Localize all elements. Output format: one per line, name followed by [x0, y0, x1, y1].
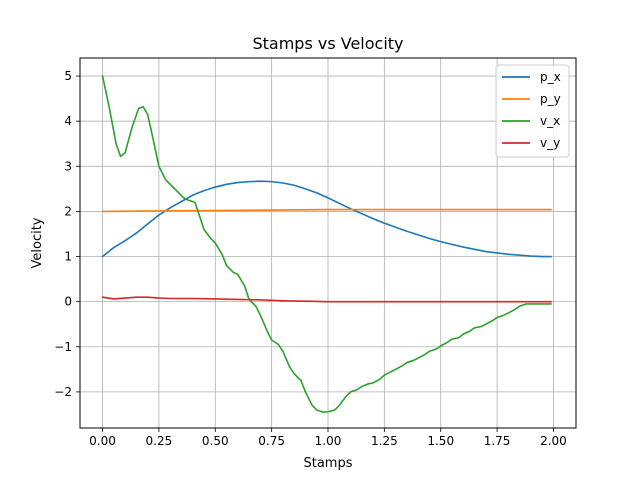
legend-label: v_y [540, 136, 560, 150]
legend: p_x p_y v_x v_y [495, 64, 570, 158]
y-tick-label: 3 [64, 159, 72, 173]
y-tick-label: 0 [64, 295, 72, 309]
series-line-v-y [101, 296, 553, 303]
y-tick-label: −2 [54, 385, 72, 399]
x-tick-label: 1.50 [427, 434, 454, 448]
plot-series [101, 75, 553, 414]
series-line-p-y [101, 208, 553, 213]
chart-title: Stamps vs Velocity [252, 34, 403, 53]
x-tick-label: 0.00 [89, 434, 116, 448]
axis-ticks: 0.00 0.25 0.50 0.75 1.00 1.25 1.50 1.75 2.00 −2 −1… [54, 69, 567, 448]
legend-label: p_x [540, 70, 561, 84]
x-tick-label: 1.25 [371, 434, 398, 448]
series-line-p-x [101, 180, 553, 258]
legend-label: v_x [540, 114, 560, 128]
y-tick-label: 1 [64, 250, 72, 264]
x-tick-label: 2.00 [540, 434, 567, 448]
y-axis-label: Velocity [30, 217, 45, 268]
y-tick-label: 5 [64, 69, 72, 83]
y-tick-label: −1 [54, 340, 72, 354]
x-axis-label: Stamps [303, 456, 352, 471]
y-tick-label: 2 [64, 204, 72, 218]
legend-box [495, 64, 570, 158]
series-line-v-x [101, 75, 553, 414]
x-tick-label: 1.00 [315, 434, 342, 448]
x-tick-label: 0.50 [202, 434, 229, 448]
x-tick-label: 1.75 [484, 434, 511, 448]
y-tick-label: 4 [64, 114, 72, 128]
x-tick-label: 0.75 [258, 434, 285, 448]
x-tick-label: 0.25 [146, 434, 173, 448]
legend-label: p_y [540, 92, 561, 106]
